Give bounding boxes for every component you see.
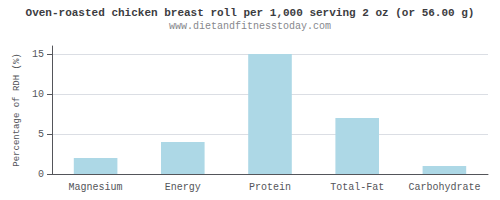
svg-text:Percentage of RDH (%): Percentage of RDH (%) — [12, 53, 22, 166]
svg-text:Energy: Energy — [165, 182, 201, 193]
svg-text:10: 10 — [32, 89, 44, 100]
svg-text:Total-Fat: Total-Fat — [330, 182, 384, 193]
svg-text:Protein: Protein — [249, 182, 291, 193]
svg-text:Magnesium: Magnesium — [69, 182, 123, 193]
svg-text:Oven-roasted chicken breast ro: Oven-roasted chicken breast roll per 1,0… — [26, 7, 475, 19]
svg-text:0: 0 — [38, 169, 44, 180]
svg-text:www.dietandfitnesstoday.com: www.dietandfitnesstoday.com — [169, 21, 331, 32]
svg-text:15: 15 — [32, 49, 44, 60]
svg-text:5: 5 — [38, 129, 44, 140]
svg-text:Carbohydrate: Carbohydrate — [408, 182, 480, 193]
